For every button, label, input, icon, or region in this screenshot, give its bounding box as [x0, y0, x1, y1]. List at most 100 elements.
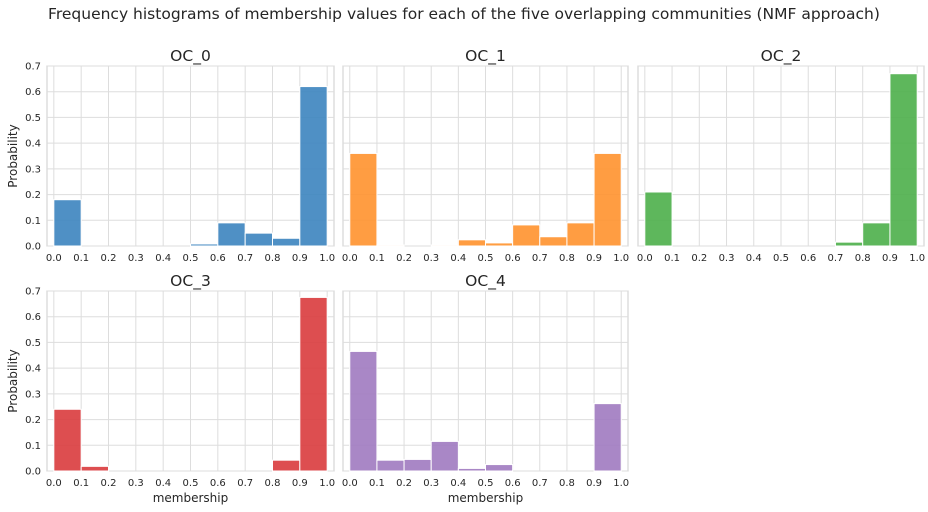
x-tick-label: 0.4	[155, 478, 171, 489]
y-tick-label: 0.4	[25, 364, 41, 375]
y-tick-label: 0.7	[25, 287, 41, 298]
histogram-bar	[644, 191, 673, 247]
y-tick-label: 0.6	[25, 87, 41, 98]
x-tick-label: 0.5	[183, 253, 199, 264]
x-tick-label: 0.3	[423, 478, 439, 489]
x-tick-label: 0.2	[691, 253, 707, 264]
x-tick-label: 0.7	[532, 253, 548, 264]
x-tick-label: 0.3	[423, 253, 439, 264]
histogram-bar	[862, 222, 891, 247]
x-tick-label: 0.8	[855, 253, 871, 264]
x-tick-label: 0.1	[73, 478, 89, 489]
x-tick-label: 0.5	[478, 253, 494, 264]
y-tick-label: 0.1	[25, 216, 41, 227]
x-tick-label: 0.6	[800, 253, 816, 264]
histogram-bar	[376, 244, 405, 247]
x-tick-label: 0.3	[128, 253, 144, 264]
panel-title: OC_1	[465, 47, 506, 66]
x-tick-label: 0.1	[664, 253, 680, 264]
x-tick-label: 0.4	[746, 253, 762, 264]
histogram-bar	[889, 73, 918, 247]
x-axis-label: membership	[448, 491, 524, 505]
histogram-bar	[349, 152, 378, 247]
y-tick-label: 0.5	[25, 113, 41, 124]
x-tick-label: 0.1	[369, 253, 385, 264]
histogram-bar	[566, 222, 595, 247]
panel-title: OC_4	[465, 272, 506, 291]
x-tick-label: 0.7	[237, 253, 253, 264]
x-tick-label: 0.2	[396, 478, 412, 489]
histogram-bar	[272, 237, 301, 247]
x-tick-label: 1.0	[909, 253, 925, 264]
x-axis-label: membership	[153, 491, 229, 505]
x-tick-label: 0.8	[265, 253, 281, 264]
panel-title: OC_0	[170, 47, 211, 66]
y-tick-label: 0.6	[25, 312, 41, 323]
y-axis-label: Probability	[6, 124, 20, 187]
histogram-bar	[53, 199, 82, 247]
histogram-bar	[244, 232, 274, 247]
x-tick-label: 0.9	[292, 478, 308, 489]
x-tick-label: 0.8	[265, 478, 281, 489]
histogram-bar	[376, 459, 405, 472]
histogram-bar	[299, 296, 328, 472]
x-tick-label: 0.4	[450, 478, 466, 489]
x-tick-label: 1.0	[319, 253, 335, 264]
histogram-bar	[349, 350, 378, 472]
y-tick-label: 0.0	[25, 467, 41, 478]
x-tick-label: 0.9	[586, 478, 602, 489]
y-tick-label: 0.3	[25, 164, 41, 175]
y-axis-label: Probability	[6, 349, 20, 412]
x-tick-label: 0.6	[210, 253, 226, 264]
x-tick-label: 0.0	[342, 478, 358, 489]
x-tick-label: 0.4	[450, 253, 466, 264]
x-tick-label: 0.8	[559, 253, 575, 264]
x-tick-label: 0.2	[396, 253, 412, 264]
x-tick-label: 0.0	[637, 253, 653, 264]
panel-title: OC_3	[170, 272, 211, 291]
x-tick-label: 1.0	[613, 478, 629, 489]
x-tick-label: 0.1	[369, 478, 385, 489]
x-tick-label: 0.2	[101, 478, 117, 489]
histogram-bar	[430, 244, 459, 247]
x-tick-label: 0.7	[828, 253, 844, 264]
x-tick-label: 0.6	[505, 478, 521, 489]
x-tick-label: 0.0	[342, 253, 358, 264]
x-tick-label: 0.7	[532, 478, 548, 489]
x-tick-label: 0.0	[46, 478, 62, 489]
x-tick-label: 0.0	[46, 253, 62, 264]
y-tick-label: 0.5	[25, 338, 41, 349]
x-tick-label: 0.3	[128, 478, 144, 489]
x-tick-label: 0.5	[478, 478, 494, 489]
y-tick-label: 0.0	[25, 242, 41, 253]
histogram-bar	[457, 239, 487, 247]
figure-title: Frequency histograms of membership value…	[48, 5, 880, 23]
histogram-bar	[430, 440, 459, 472]
histogram-bar	[403, 458, 432, 472]
x-tick-label: 0.9	[292, 253, 308, 264]
x-tick-label: 0.2	[101, 253, 117, 264]
histogram-bar	[272, 459, 301, 472]
histogram-bar	[834, 241, 864, 247]
panel-title: OC_2	[761, 47, 802, 66]
histogram-bar	[512, 224, 541, 247]
histogram-bar	[53, 408, 82, 472]
histogram-bar	[593, 152, 622, 247]
x-tick-label: 0.6	[210, 478, 226, 489]
y-tick-label: 0.4	[25, 139, 41, 150]
histogram-bar	[485, 242, 514, 247]
x-tick-label: 0.8	[559, 478, 575, 489]
y-tick-label: 0.7	[25, 62, 41, 73]
histogram-bar	[299, 86, 328, 247]
x-tick-label: 0.4	[155, 253, 171, 264]
histogram-bar	[190, 243, 219, 247]
y-tick-label: 0.3	[25, 389, 41, 400]
x-tick-label: 0.6	[505, 253, 521, 264]
x-tick-label: 1.0	[613, 253, 629, 264]
histogram-bar	[457, 467, 487, 472]
histogram-bar	[485, 464, 514, 472]
histogram-bar	[80, 465, 109, 472]
histogram-bar	[539, 236, 568, 247]
y-tick-label: 0.1	[25, 441, 41, 452]
